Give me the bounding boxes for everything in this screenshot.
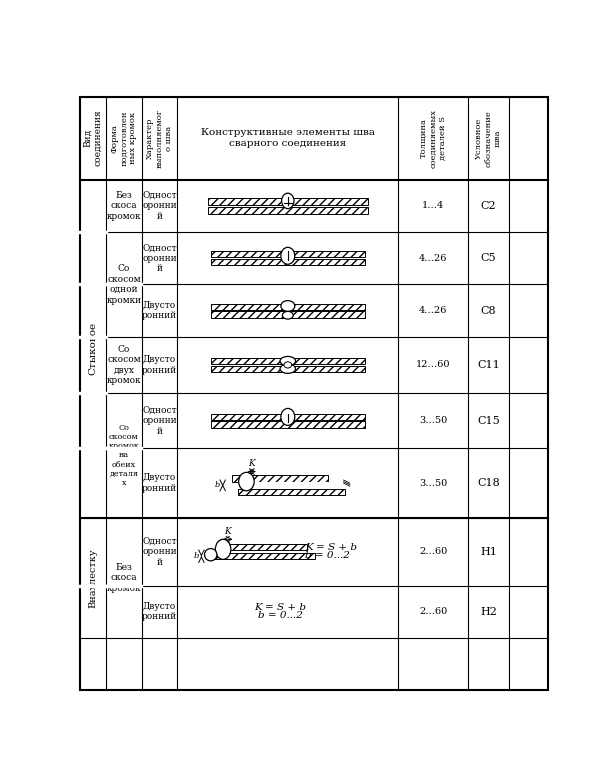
Bar bbox=[232, 475, 328, 481]
Bar bbox=[208, 206, 368, 213]
Text: Н2: Н2 bbox=[480, 607, 497, 617]
Bar bbox=[211, 259, 365, 265]
Text: Двусто
ронний: Двусто ронний bbox=[142, 474, 177, 493]
Bar bbox=[208, 198, 368, 205]
Bar bbox=[211, 312, 365, 318]
Text: 3…50: 3…50 bbox=[419, 416, 447, 425]
Bar bbox=[211, 358, 365, 364]
Ellipse shape bbox=[283, 312, 293, 319]
Text: b: b bbox=[194, 552, 199, 560]
Ellipse shape bbox=[215, 539, 231, 559]
Text: Со
скосом
кромок
на
обеих
деталя
х: Со скосом кромок на обеих деталя х bbox=[109, 424, 139, 487]
Text: 4…26: 4…26 bbox=[419, 254, 447, 263]
Text: Вид
соединения: Вид соединения bbox=[83, 110, 102, 167]
Text: Конструктивные элементы шва
сварного соединения: Конструктивные элементы шва сварного сое… bbox=[201, 129, 375, 148]
Text: b = 0...2: b = 0...2 bbox=[305, 551, 350, 560]
Text: Одност
оронни
й: Одност оронни й bbox=[142, 243, 177, 273]
Text: Внахлестку: Внахлестку bbox=[88, 548, 97, 608]
Bar bbox=[208, 553, 314, 559]
Bar bbox=[211, 304, 365, 310]
Text: Без
скоса
кромок: Без скоса кромок bbox=[107, 563, 141, 593]
Text: 3…50: 3…50 bbox=[419, 478, 447, 488]
Text: Двусто
ронний: Двусто ронний bbox=[142, 602, 177, 622]
Text: Двусто
ронний: Двусто ронний bbox=[142, 355, 177, 375]
Text: С15: С15 bbox=[477, 416, 500, 426]
Text: 1…4: 1…4 bbox=[422, 202, 444, 210]
Text: b: b bbox=[214, 481, 219, 489]
Text: Одност
оронни
й: Одност оронни й bbox=[142, 537, 177, 566]
Text: K = S + b: K = S + b bbox=[254, 603, 306, 612]
Bar bbox=[211, 421, 365, 428]
Text: Без
скоса
кромок: Без скоса кромок bbox=[107, 191, 141, 220]
Ellipse shape bbox=[280, 364, 295, 373]
Text: С8: С8 bbox=[481, 305, 497, 315]
Text: Со
скосом
двух
кромок: Со скосом двух кромок bbox=[107, 345, 141, 385]
Ellipse shape bbox=[281, 193, 294, 209]
Text: Форма
подготовлен
ных кромок: Форма подготовлен ных кромок bbox=[111, 111, 137, 166]
Text: 2…60: 2…60 bbox=[419, 607, 447, 616]
Text: С2: С2 bbox=[481, 201, 497, 211]
Text: Одност
оронни
й: Одност оронни й bbox=[142, 191, 177, 220]
Ellipse shape bbox=[238, 472, 254, 491]
Ellipse shape bbox=[205, 548, 217, 561]
Bar bbox=[211, 365, 365, 372]
Text: Характер
выполняемог
о шва: Характер выполняемог о шва bbox=[147, 108, 173, 167]
Text: K = S + b: K = S + b bbox=[305, 542, 357, 552]
Ellipse shape bbox=[284, 361, 292, 368]
Text: 4…26: 4…26 bbox=[419, 306, 447, 315]
Text: 2…60: 2…60 bbox=[419, 547, 447, 556]
Ellipse shape bbox=[281, 408, 295, 425]
Text: С5: С5 bbox=[481, 253, 497, 263]
Text: b = 0...2: b = 0...2 bbox=[257, 611, 302, 620]
Text: 12…60: 12…60 bbox=[416, 361, 451, 369]
Text: Одност
оронни
й: Одност оронни й bbox=[142, 406, 177, 435]
Text: С11: С11 bbox=[477, 360, 500, 370]
Bar bbox=[238, 481, 345, 489]
Text: С18: С18 bbox=[477, 478, 500, 488]
Text: Толщина
соединяемых
деталей S: Толщина соединяемых деталей S bbox=[420, 108, 446, 167]
Bar bbox=[211, 252, 365, 258]
Text: Условное
обозначение
шва: Условное обозначение шва bbox=[475, 110, 501, 167]
Text: Стыковое: Стыковое bbox=[88, 323, 97, 375]
Ellipse shape bbox=[281, 301, 295, 312]
Text: Двусто
ронний: Двусто ронний bbox=[142, 301, 177, 320]
Bar bbox=[238, 489, 345, 495]
Text: Н1: Н1 bbox=[480, 547, 497, 557]
Text: K: K bbox=[248, 460, 255, 468]
Bar bbox=[211, 414, 365, 420]
Bar bbox=[221, 544, 306, 550]
Text: K: K bbox=[224, 527, 231, 536]
Ellipse shape bbox=[280, 357, 295, 365]
Text: Со
скосом
одной
кромки: Со скосом одной кромки bbox=[106, 264, 142, 305]
Ellipse shape bbox=[281, 247, 295, 264]
